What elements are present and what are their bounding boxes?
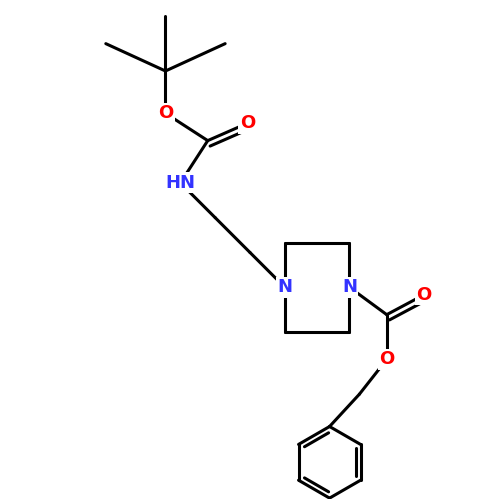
Text: N: N (342, 278, 357, 296)
Text: O: O (379, 350, 394, 368)
Text: HN: HN (166, 174, 196, 192)
Text: N: N (278, 278, 292, 296)
Text: O: O (240, 114, 255, 132)
Text: O: O (158, 104, 173, 122)
Text: O: O (416, 286, 432, 304)
